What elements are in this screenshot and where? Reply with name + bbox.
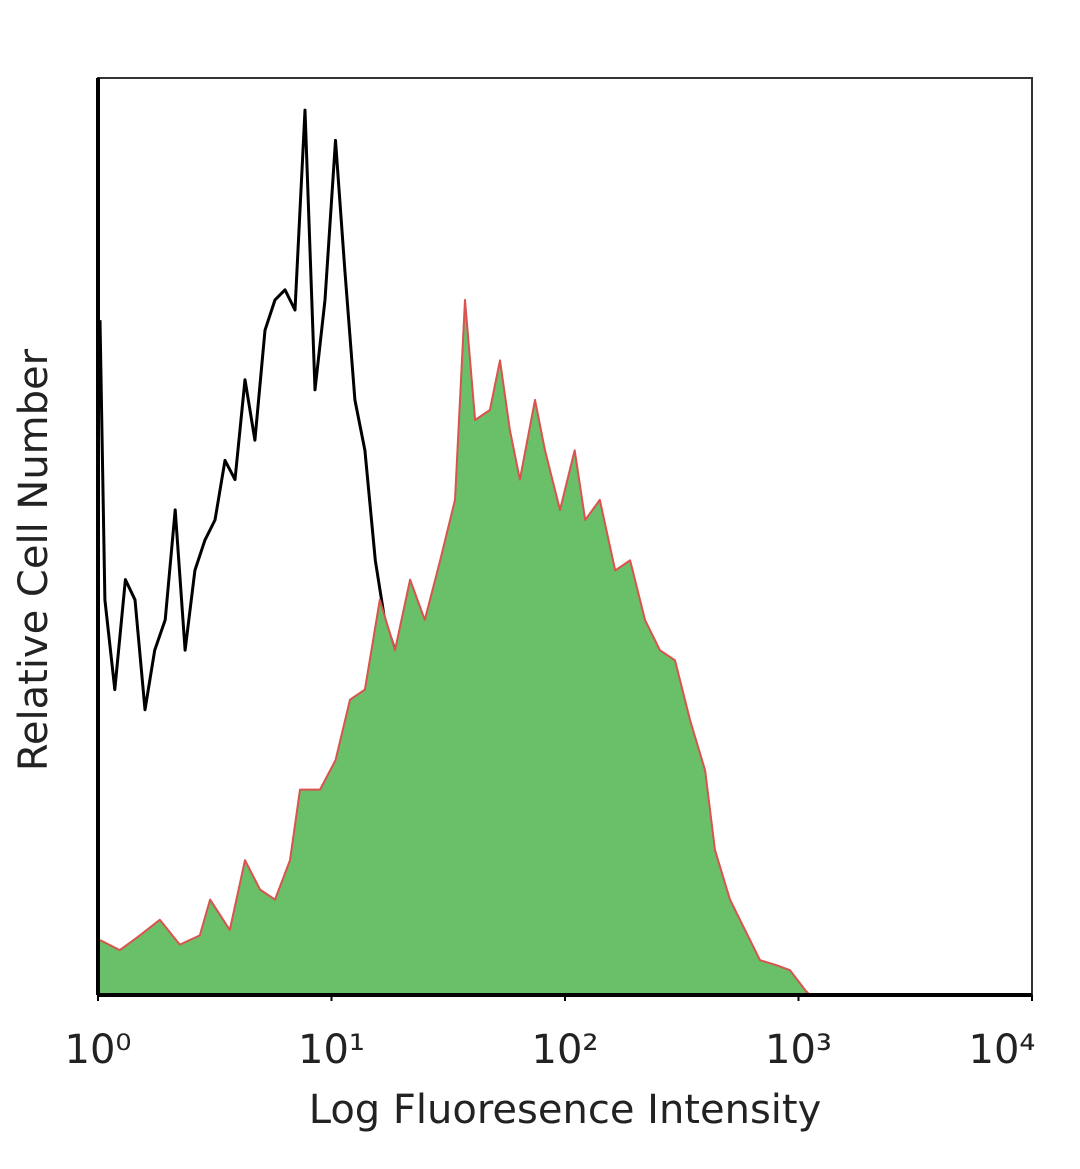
x-tick-label: 10³ bbox=[765, 1027, 832, 1073]
histogram-line bbox=[99, 298, 811, 996]
x-tick-label: 10² bbox=[532, 1027, 599, 1073]
x-tick-label: 10⁰ bbox=[65, 1027, 132, 1073]
x-axis-label: Log Fluoresence Intensity bbox=[309, 1087, 822, 1133]
x-tick-label: 10⁴ bbox=[969, 1027, 1036, 1073]
y-axis-label: Relative Cell Number bbox=[11, 348, 57, 771]
x-tick-label: 10¹ bbox=[298, 1027, 365, 1073]
area-fill bbox=[100, 299, 810, 995]
